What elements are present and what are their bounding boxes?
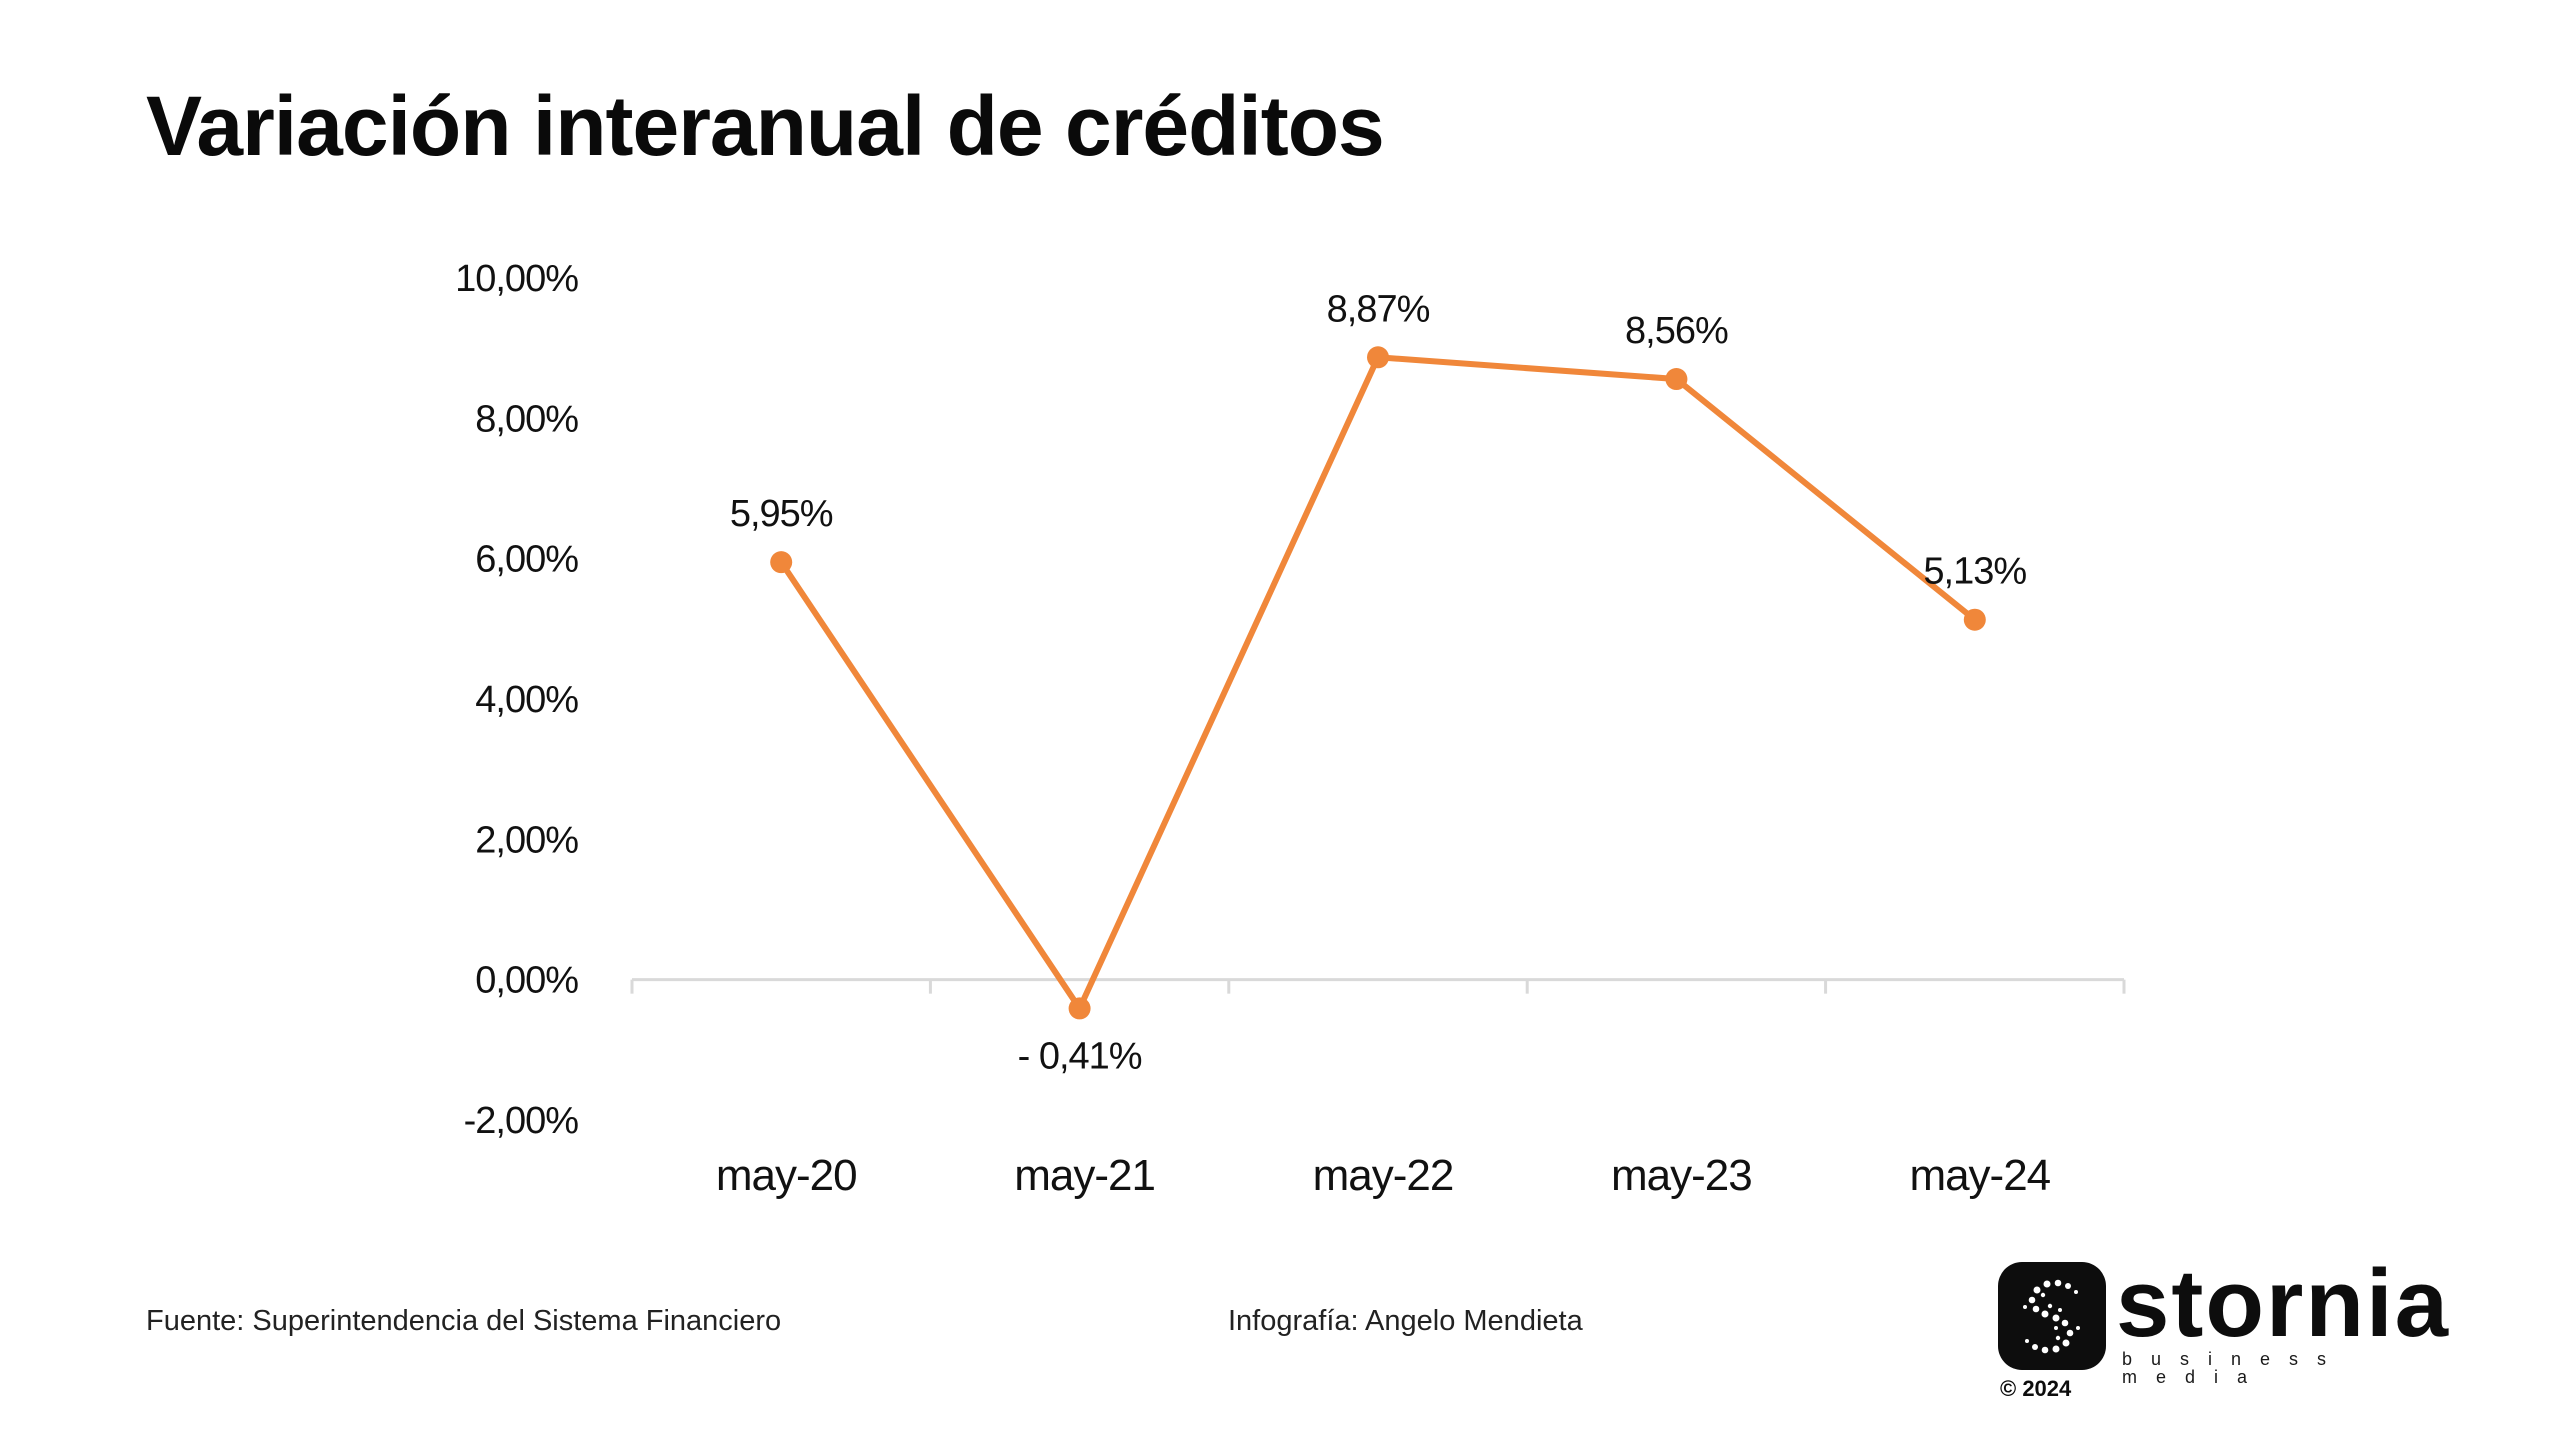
data-point: [1665, 368, 1688, 391]
y-tick-label: -2,00%: [464, 1100, 579, 1142]
x-tick-label: may-24: [1909, 1151, 2050, 1200]
y-tick-label: 4,00%: [475, 679, 578, 721]
logo-wordmark: stornia: [2116, 1250, 2451, 1357]
y-tick-label: 0,00%: [475, 960, 578, 1002]
data-label: 8,87%: [1327, 288, 1430, 330]
data-label: 5,95%: [730, 493, 833, 535]
data-point: [1963, 608, 1986, 631]
y-tick-label: 2,00%: [475, 819, 578, 861]
page-title: Variación interanual de créditos: [146, 79, 1385, 173]
y-tick-label: 10,00%: [455, 258, 578, 300]
copyright-year: © 2024: [2000, 1376, 2072, 1401]
data-point: [1367, 346, 1389, 369]
x-tick-label: may-23: [1611, 1151, 1752, 1200]
data-point: [770, 551, 793, 574]
credit-note: Infografía: Angelo Mendieta: [1228, 1305, 1583, 1337]
y-tick-label: 6,00%: [475, 539, 578, 581]
y-tick-label: 8,00%: [475, 398, 578, 440]
data-label: - 0,41%: [1018, 1035, 1142, 1077]
data-point: [1068, 997, 1091, 1020]
x-tick-label: may-20: [716, 1151, 857, 1200]
data-label: 5,13%: [1923, 551, 2026, 593]
source-note: Fuente: Superintendencia del Sistema Fin…: [146, 1305, 782, 1337]
stornia-logo: stornia business media © 2024: [1998, 1256, 2448, 1412]
x-tick-label: may-22: [1313, 1151, 1454, 1200]
series-line: [778, 354, 1978, 1012]
logo-tagline: business media: [2122, 1349, 2346, 1387]
stornia-s-icon: [1998, 1262, 2106, 1370]
x-tick-label: may-21: [1014, 1151, 1155, 1200]
data-label: 8,56%: [1625, 310, 1728, 352]
